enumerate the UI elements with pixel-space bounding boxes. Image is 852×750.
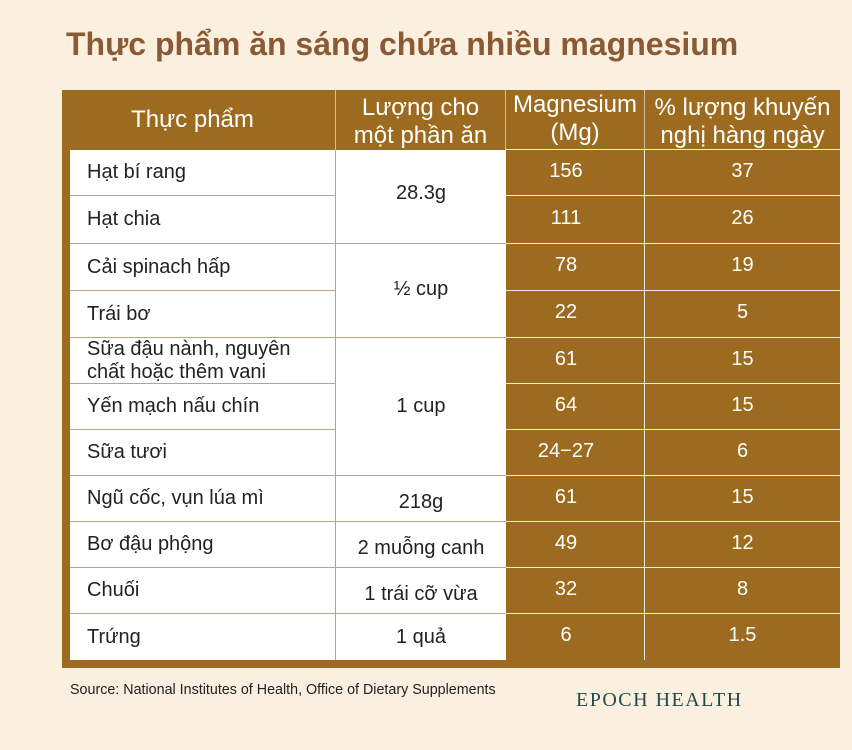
food-cell: Sữa tươi — [70, 430, 336, 476]
epoch-health-logo: EPOCH HEALTH — [576, 689, 743, 711]
magnesium-cell: 156 — [506, 150, 645, 196]
food-cell: Cải spinach hấp — [70, 244, 336, 291]
header-daily-value: % lượng khuyến nghị hàng ngày — [645, 90, 840, 150]
magnesium-cell: 78 — [506, 244, 645, 291]
food-cell: Hạt chia — [70, 196, 336, 244]
food-cell: Ngũ cốc, vụn lúa mì — [70, 476, 336, 522]
daily-value-cell: 8 — [645, 568, 840, 614]
serving-cell: 28.3g — [336, 150, 506, 244]
serving-cell: 1 trái cỡ vừa — [336, 568, 506, 614]
food-cell: Hạt bí rang — [70, 150, 336, 196]
serving-cell: 1 cup — [336, 338, 506, 476]
serving-cell: 218g — [336, 476, 506, 522]
food-cell: Yến mạch nấu chín — [70, 384, 336, 430]
magnesium-cell: 24−27 — [506, 430, 645, 476]
daily-value-cell: 12 — [645, 522, 840, 568]
daily-value-cell: 6 — [645, 430, 840, 476]
magnesium-cell: 22 — [506, 291, 645, 338]
magnesium-cell: 32 — [506, 568, 645, 614]
food-cell: Chuối — [70, 568, 336, 614]
magnesium-cell: 49 — [506, 522, 645, 568]
magnesium-cell: 111 — [506, 196, 645, 244]
daily-value-cell: 15 — [645, 384, 840, 430]
food-cell: Trái bơ — [70, 291, 336, 338]
magnesium-cell: 61 — [506, 476, 645, 522]
food-cell: Trứng — [70, 614, 336, 660]
header-food: Thực phẩm — [62, 90, 336, 150]
daily-value-cell: 15 — [645, 476, 840, 522]
header-magnesium: Magnesium (Mg) — [506, 90, 645, 150]
header-serving: Lượng cho một phần ăn — [336, 90, 506, 150]
food-cell: Bơ đậu phộng — [70, 522, 336, 568]
food-cell: Sữa đậu nành, nguyên chất hoặc thêm vani — [70, 338, 336, 384]
page-title: Thực phẩm ăn sáng chứa nhiều magnesium — [66, 26, 739, 62]
serving-cell: 2 muỗng canh — [336, 522, 506, 568]
serving-cell: 1 quả — [336, 614, 506, 660]
magnesium-cell: 6 — [506, 614, 645, 660]
daily-value-cell: 26 — [645, 196, 840, 244]
daily-value-cell: 37 — [645, 150, 840, 196]
daily-value-cell: 15 — [645, 338, 840, 384]
magnesium-cell: 64 — [506, 384, 645, 430]
serving-cell: ½ cup — [336, 244, 506, 338]
magnesium-table: Thực phẩm Lượng cho một phần ăn Magnesiu… — [62, 90, 840, 668]
daily-value-cell: 19 — [645, 244, 840, 291]
daily-value-cell: 1.5 — [728, 624, 757, 646]
daily-value-cell: 5 — [645, 291, 840, 338]
source-note: Source: National Institutes of Health, O… — [70, 682, 496, 698]
magnesium-cell: 61 — [506, 338, 645, 384]
